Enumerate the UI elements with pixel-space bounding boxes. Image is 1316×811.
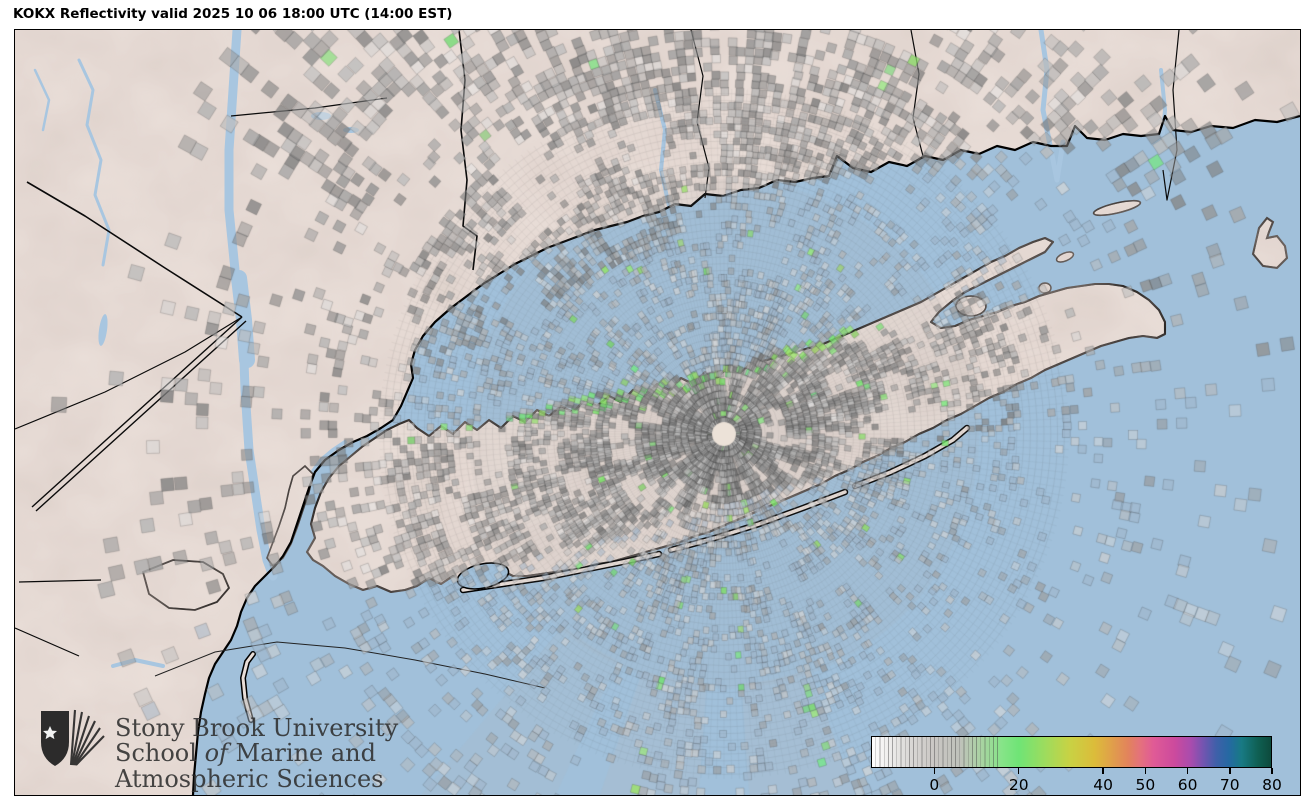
colorbar-tick-label: 40 xyxy=(1093,776,1114,794)
colorbar-segment-lines xyxy=(872,737,1000,767)
colorbar-gradient xyxy=(871,736,1272,768)
logo-line-3: Atmospheric Sciences xyxy=(115,764,384,793)
colorbar-tick-label: 70 xyxy=(1219,776,1240,794)
colorbar-tick xyxy=(1229,768,1231,774)
logo-line-2: School of Marine and xyxy=(115,739,376,768)
colorbar-tick xyxy=(1144,768,1147,774)
radar-echo-layer xyxy=(15,30,1300,795)
colorbar-tick xyxy=(1186,768,1189,774)
colorbar-tick-label: 0 xyxy=(929,776,940,794)
colorbar-tick-label: 60 xyxy=(1177,776,1198,794)
radar-map: Stony Brook University School of Marine … xyxy=(14,29,1301,796)
colorbar-tick xyxy=(1102,768,1104,774)
colorbar-tick xyxy=(933,768,936,774)
colorbar-tick-label: 50 xyxy=(1135,776,1156,794)
colorbar-tick-label: 80 xyxy=(1262,776,1282,794)
colorbar-tick xyxy=(1271,768,1273,774)
logo-line-1: Stony Brook University xyxy=(115,714,399,742)
stonybrook-logo-text: Stony Brook University School of Marine … xyxy=(115,714,399,793)
stonybrook-shield-icon xyxy=(41,709,105,766)
colorbar-tick-label: 20 xyxy=(1008,776,1029,794)
colorbar-tick xyxy=(1017,768,1020,774)
figure-title: KOKX Reflectivity valid 2025 10 06 18:00… xyxy=(13,6,453,22)
stonybrook-logo: Stony Brook University School of Marine … xyxy=(37,708,398,792)
colorbar: 0 20 40 50 60 70 80 xyxy=(871,736,1282,795)
